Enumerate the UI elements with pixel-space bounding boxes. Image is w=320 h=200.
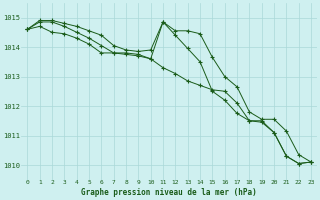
X-axis label: Graphe pression niveau de la mer (hPa): Graphe pression niveau de la mer (hPa) xyxy=(81,188,257,197)
